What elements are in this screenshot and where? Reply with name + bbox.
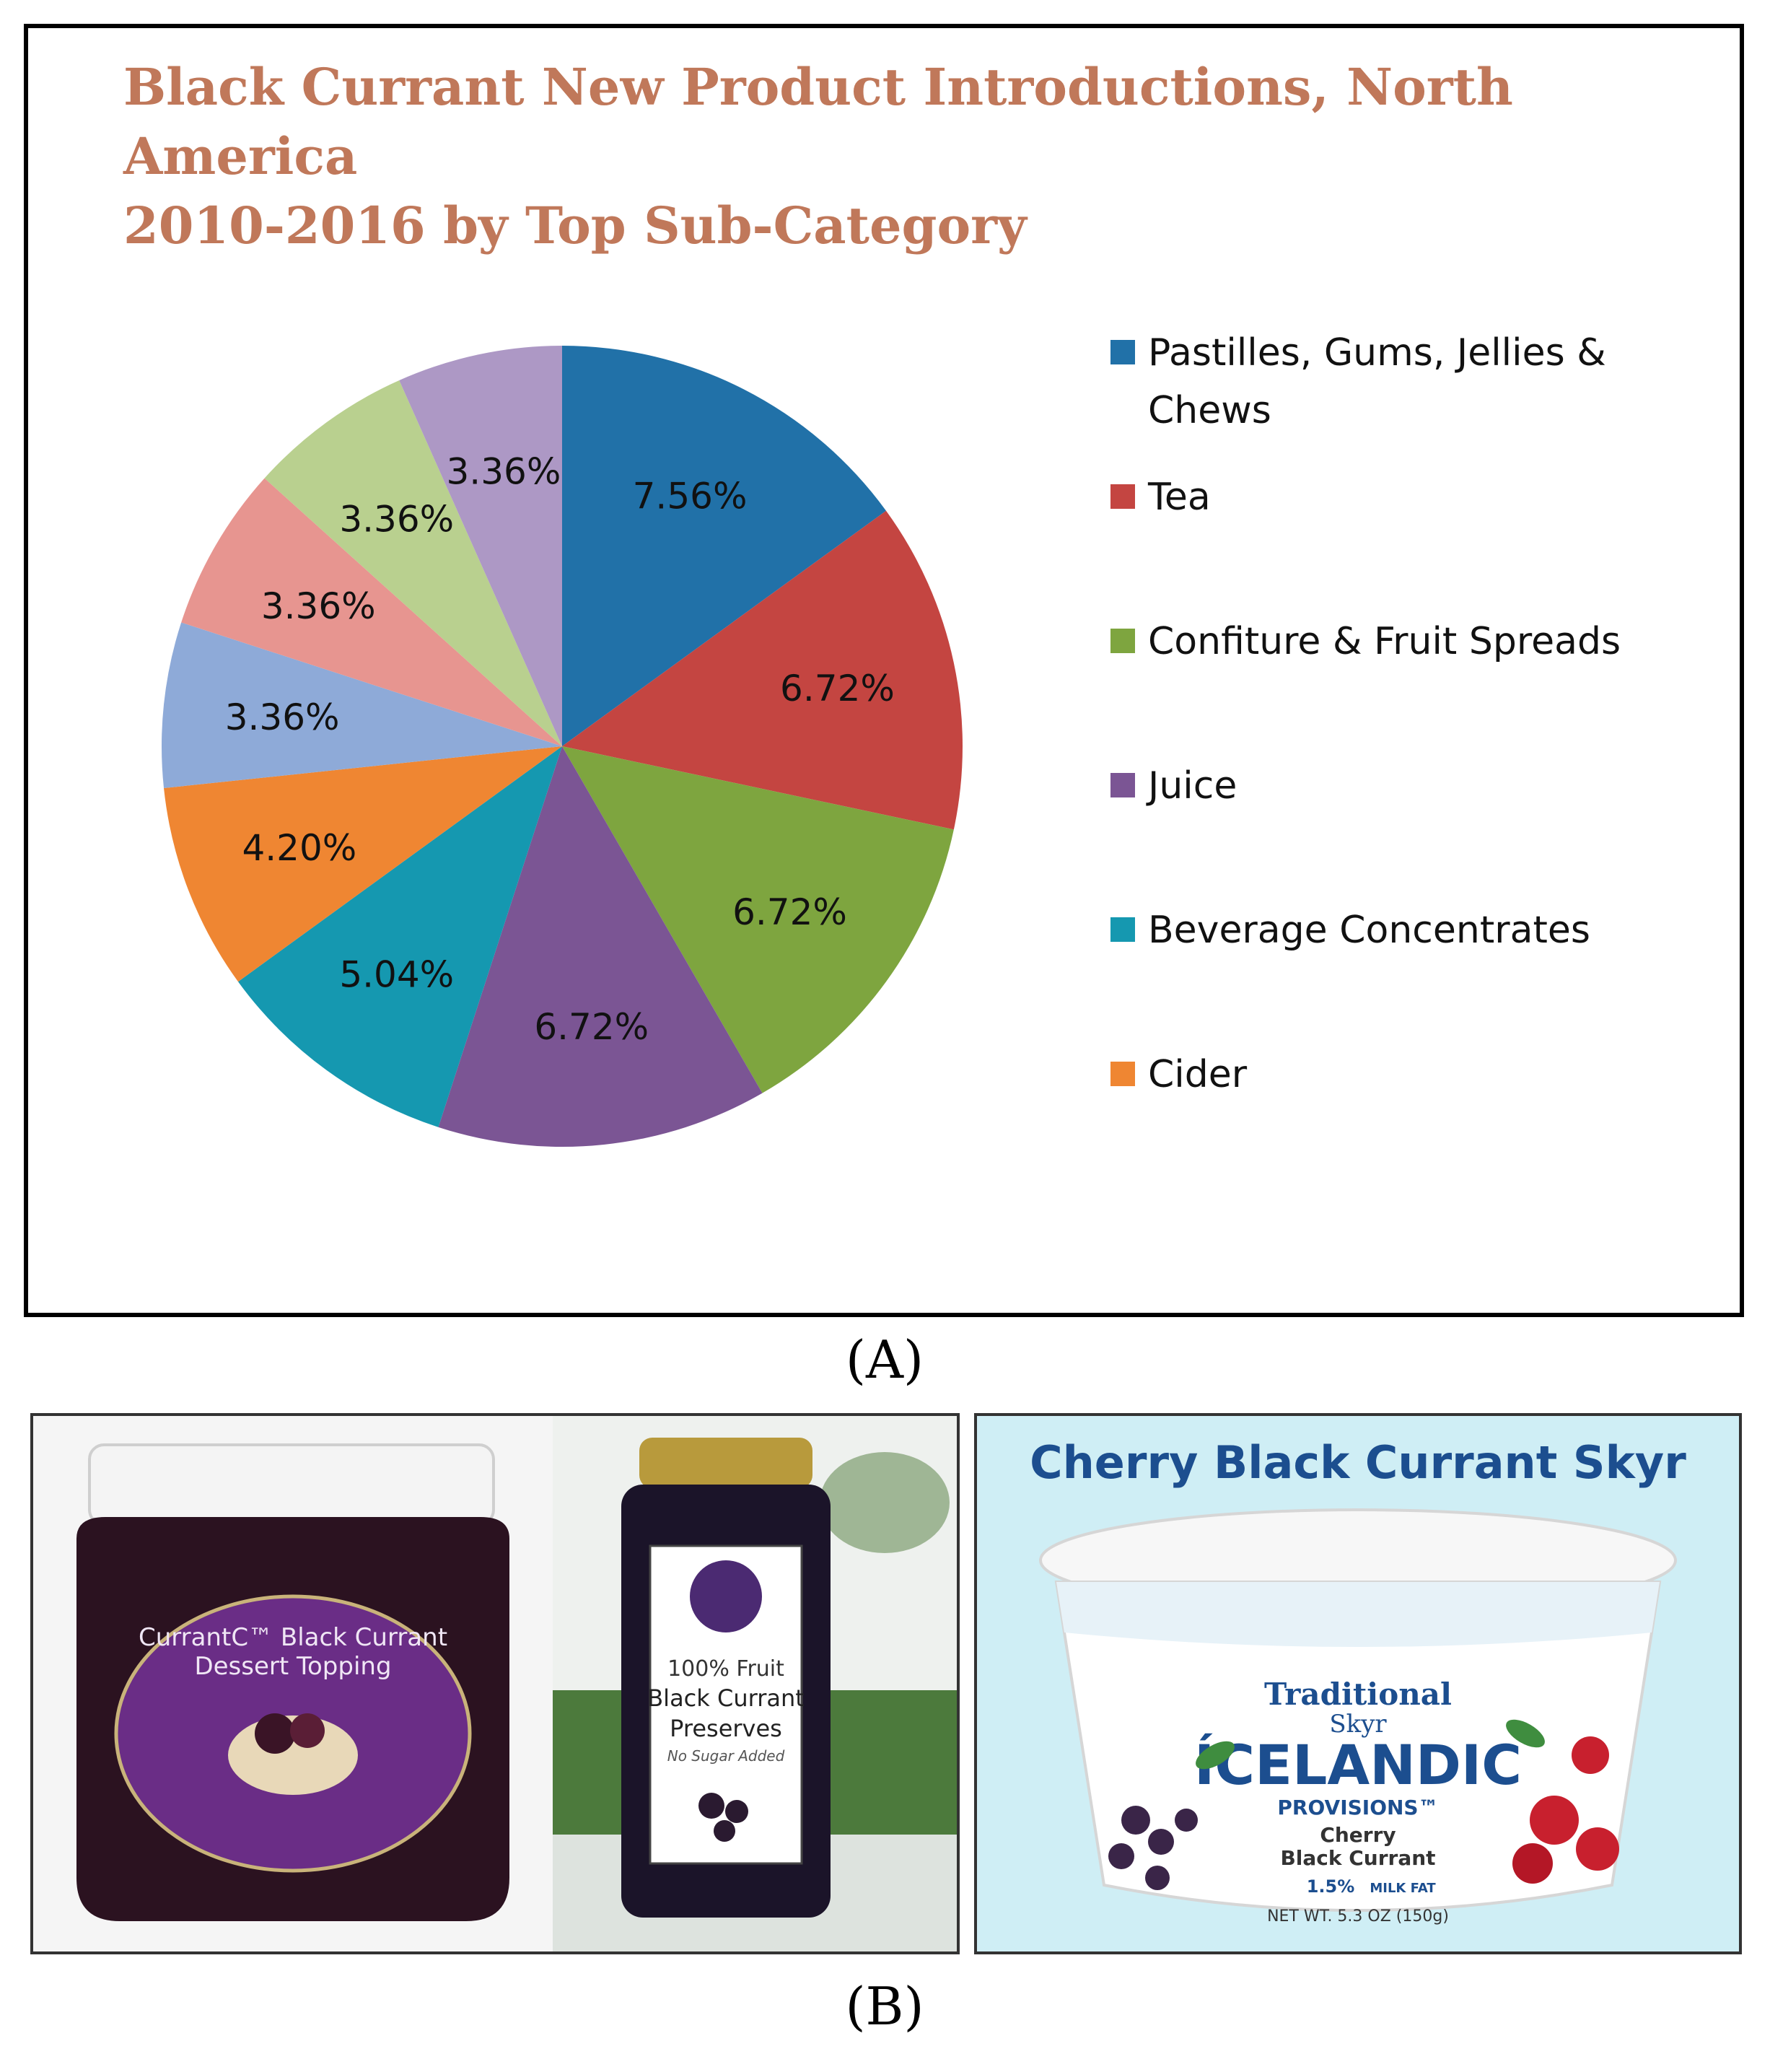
pie-slice-label-10: 3.36% bbox=[446, 451, 561, 493]
pie-slice-label-1: 7.56% bbox=[633, 476, 748, 517]
pie-slice-10 bbox=[399, 346, 562, 746]
skyr-label-fat-text: MILK FAT bbox=[1370, 1881, 1436, 1896]
pie-slice-label-3: 6.72% bbox=[732, 891, 847, 933]
legend-item-4: Juice bbox=[1110, 757, 1702, 815]
pie-slice-label-6: 4.20% bbox=[242, 827, 356, 869]
legend-label-3: Confiture & Fruit Spreads bbox=[1148, 620, 1621, 663]
legend-swatch-5 bbox=[1110, 917, 1135, 942]
chart-title-line-2: 2010-2016 by Top Sub-Category bbox=[123, 196, 1027, 255]
pie-slice-2 bbox=[562, 510, 963, 830]
pie-chart: 7.56% 6.72% 6.72% 6.72% 5.04% 4.20% 3.36% 3.36%… bbox=[162, 346, 963, 1147]
jar1-label-line-1: CurrantC™ Black Currant bbox=[139, 1623, 447, 1652]
pie-slice-1 bbox=[562, 346, 887, 746]
jar1-label-line-2: Dessert Topping bbox=[194, 1652, 391, 1681]
legend-label-5: Beverage Concentrates bbox=[1148, 909, 1590, 952]
pie-slice-8 bbox=[181, 478, 562, 746]
legend-item-2: Tea bbox=[1110, 468, 1702, 526]
pie-slice-9 bbox=[264, 380, 562, 746]
skyr-label-cherry: Cherry bbox=[1320, 1823, 1396, 1847]
skyr-label-provisions: PROVISIONS™ bbox=[1277, 1796, 1438, 1819]
skyr-label-net-wt: NET WT. 5.3 OZ (150g) bbox=[1267, 1907, 1449, 1925]
photo-skyr-cup: Cherry Black Currant Skyr Traditional Sk… bbox=[974, 1413, 1742, 1954]
legend-item-3: Confiture & Fruit Spreads bbox=[1110, 613, 1702, 670]
jar2-label-line-3: Preserves bbox=[670, 1715, 782, 1742]
pie-slice-5 bbox=[237, 746, 562, 1127]
skyr-label-fat-value: 1.5% bbox=[1307, 1876, 1355, 1897]
legend-label-6: Cider bbox=[1148, 1053, 1248, 1096]
legend-label-2: Tea bbox=[1148, 476, 1211, 519]
skyr-label-skyr: Skyr bbox=[1329, 1710, 1387, 1739]
chart-panel-a: Black Currant New Product Introductions,… bbox=[24, 24, 1744, 1317]
photo-black-currant-jars: CurrantC™ Black Currant Dessert Topping … bbox=[30, 1413, 960, 1954]
skyr-label-black-currant: Black Currant bbox=[1280, 1846, 1435, 1870]
chart-title: Black Currant New Product Introductions,… bbox=[123, 53, 1711, 261]
skyr-label-traditional: Traditional bbox=[1264, 1677, 1452, 1712]
panel-label-a: (A) bbox=[845, 1329, 924, 1390]
legend-swatch-1 bbox=[1110, 340, 1135, 364]
legend-item-1: Pastilles, Gums, Jellies & Chews bbox=[1110, 324, 1702, 440]
legend-label-1: Pastilles, Gums, Jellies & Chews bbox=[1148, 331, 1606, 432]
legend-swatch-2 bbox=[1110, 484, 1135, 509]
legend-item-5: Beverage Concentrates bbox=[1110, 901, 1702, 959]
skyr-heading: Cherry Black Currant Skyr bbox=[1030, 1436, 1686, 1489]
skyr-illustration: Traditional Skyr ÍCELANDIC PROVISIONS™ C… bbox=[1039, 1508, 1677, 1925]
legend-swatch-6 bbox=[1110, 1062, 1135, 1086]
pie-slice-label-8: 3.36% bbox=[261, 585, 376, 627]
pie-slice-7 bbox=[162, 622, 562, 789]
pie-slice-3 bbox=[562, 746, 954, 1093]
jars-illustration: CurrantC™ Black Currant Dessert Topping … bbox=[33, 1416, 957, 1951]
jar2-label-line-2: Black Currant bbox=[647, 1684, 805, 1712]
pie-slice-4 bbox=[438, 746, 763, 1147]
skyr-label-brand: ÍCELANDIC bbox=[1194, 1733, 1522, 1797]
legend-swatch-3 bbox=[1110, 629, 1135, 653]
chart-title-line-1: Black Currant New Product Introductions,… bbox=[123, 57, 1513, 186]
jar2-label-line-1: 100% Fruit bbox=[667, 1656, 784, 1682]
legend-item-6: Cider bbox=[1110, 1046, 1702, 1103]
jar2-label-line-4: No Sugar Added bbox=[667, 1747, 785, 1765]
pie-slice-label-7: 3.36% bbox=[225, 696, 340, 738]
pie-slice-label-2: 6.72% bbox=[780, 668, 895, 709]
pie-slice-label-5: 5.04% bbox=[339, 954, 454, 996]
pie-slice-label-9: 3.36% bbox=[339, 498, 454, 540]
panel-label-b: (B) bbox=[845, 1976, 924, 2037]
pie-slice-6 bbox=[164, 746, 562, 982]
legend-label-4: Juice bbox=[1148, 764, 1237, 808]
legend-swatch-4 bbox=[1110, 773, 1135, 797]
pie-slice-label-4: 6.72% bbox=[534, 1006, 649, 1048]
